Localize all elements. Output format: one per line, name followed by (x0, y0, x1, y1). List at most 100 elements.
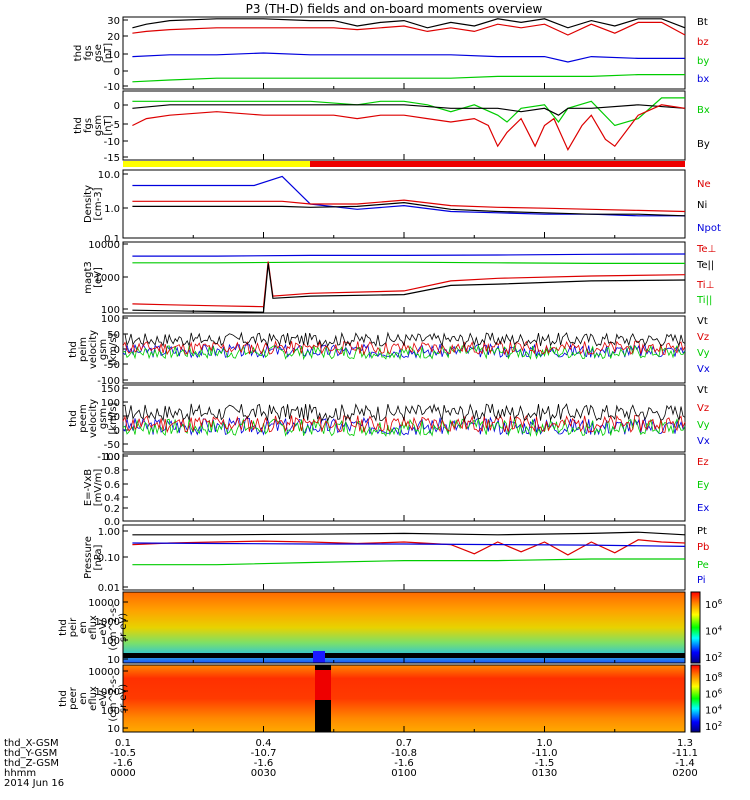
y-tick-label: 10000 (88, 667, 120, 678)
spectrogram-gap-top (315, 665, 331, 670)
colorbar-peer_spectrogram: 108 106 104 102 (690, 664, 723, 733)
y-axis-label: gse (93, 44, 104, 62)
y-axis-label: thd (68, 410, 79, 427)
y-axis-label: [nT] (103, 43, 114, 63)
y-axis-label: [km/s] (108, 333, 119, 365)
panel-peem_velocity: 150 100 50 0 -50-100 thd peem velocity gsm [km/s]… (68, 384, 710, 463)
series-line-by (132, 73, 685, 83)
legend-entry: Bt (697, 17, 708, 28)
y-tick-label: 0.01 (98, 583, 120, 594)
y-tick-label: 0.10 (98, 553, 120, 564)
y-tick-label: 100 (101, 398, 120, 409)
y-tick-label: 50 (107, 412, 120, 423)
y-tick-label: 1000 (95, 273, 120, 284)
time-axis-value: -10.7 (251, 748, 277, 759)
colorbar-tick-label: 104 (705, 625, 723, 638)
velocity-trace-green (122, 344, 686, 361)
y-axis-label: en (78, 621, 89, 634)
time-axis-row-label: thd_Z-GSM (4, 758, 59, 769)
y-axis-label: thd (58, 619, 69, 636)
time-axis-value: -1.6 (254, 758, 274, 769)
y-axis-label: peer (68, 686, 79, 710)
legend-entry: Bz (697, 0, 709, 3)
legend-entry: Ey (697, 480, 709, 491)
series-line-By (132, 104, 686, 116)
legend-entry: Vt (697, 385, 708, 396)
legend-entry: Ex (697, 503, 709, 514)
y-axis-label: eflux (88, 686, 99, 711)
velocity-trace-red (122, 414, 686, 434)
spectrogram-image (123, 592, 685, 663)
y-tick-label: -15 (104, 153, 120, 164)
y-axis-label: velocity (88, 399, 99, 438)
time-axis-value: -10.8 (391, 748, 417, 759)
time-axis-value: 1.0 (537, 738, 553, 749)
y-axis-label: [nT] (103, 115, 114, 135)
y-axis-label: eV/ (98, 690, 109, 707)
time-axis-value: -11.0 (532, 748, 558, 759)
y-tick-label: -50 (104, 440, 120, 451)
velocity-trace-black (122, 403, 686, 423)
y-axis-label: magt3 (83, 261, 94, 294)
panel-efield: 1.0 0.8 0.6 0.40.2 0.0 E=-VxB [mV/m] Ez Ey Ex (83, 452, 709, 528)
y-tick-label: -50 (104, 360, 120, 371)
y-axis-label: E=-VxB (83, 469, 94, 506)
y-axis-label: fgs (83, 118, 94, 133)
y-axis-label: gsm (98, 408, 109, 429)
time-axis-value: -1.4 (675, 758, 695, 769)
y-tick-label: 0 (114, 67, 120, 78)
legend-entry: Ni (697, 200, 707, 211)
status-bar (123, 161, 685, 167)
legend-entry: Ez (697, 457, 709, 468)
y-tick-label: 20 (107, 32, 120, 43)
y-tick-label: 0 (114, 426, 120, 437)
legend-entry: Pt (697, 526, 707, 537)
y-tick-label: 100 (101, 636, 120, 647)
series-line-Ni (132, 201, 686, 217)
spectrogram-image (123, 665, 685, 732)
y-tick-label: 10 (107, 655, 120, 666)
time-axis-row-label: hhmm (4, 768, 36, 779)
y-axis-label: [eV] (93, 267, 104, 288)
y-tick-label: 0.0 (104, 517, 120, 528)
y-tick-label: 0.8 (104, 466, 120, 477)
y-axis-label: eV/ (98, 619, 109, 636)
time-axis-value: 0.7 (396, 738, 412, 749)
y-axis-label: peim (78, 337, 89, 362)
legend-entry: Pi (697, 575, 706, 586)
y-axis-label: Pressure (83, 536, 94, 579)
y-tick-label: 0.2 (104, 504, 120, 515)
legend-entry: Te⊥ (696, 244, 716, 255)
y-tick-label: 1000 (95, 687, 120, 698)
y-axis-label: (cm^2-s- (108, 675, 119, 722)
colorbar-tick-label: 108 (705, 671, 722, 684)
y-axis-label: Density (83, 185, 94, 223)
y-axis-label: gsm (98, 339, 109, 360)
legend-entry: bz (697, 37, 709, 48)
panel-frame (122, 241, 686, 314)
y-tick-label: 10000 (88, 598, 120, 609)
y-axis-label: [cm-3] (93, 187, 104, 220)
time-axis-row-label: thd_X-GSM (4, 738, 59, 749)
y-tick-label: 1.0 (104, 452, 120, 463)
y-tick-label: -10 (104, 82, 120, 93)
time-axis-value: 0130 (532, 768, 557, 779)
y-tick-label: 0.6 (104, 480, 120, 491)
colorbar (690, 591, 701, 664)
panel-pressure: 1.00 0.10 0.01 Pressure [nPa] Pt Pb Pe Pi (83, 524, 709, 594)
series-line-bx (132, 52, 685, 63)
series-line-Bz (132, 104, 686, 152)
spectrogram-low-energy-band (123, 653, 685, 658)
status-bar-red (310, 161, 685, 167)
legend-entry: Ti|| (696, 295, 712, 306)
time-axis-value: 0000 (110, 768, 135, 779)
legend-entry: bx (697, 74, 709, 85)
series-line-Ti⊥ (132, 253, 686, 257)
status-bar-yellow (123, 161, 310, 167)
y-axis-label: peir (68, 617, 79, 637)
panel-fgs_gse: 30 20 10 0 -10 thd fgs gse [nT] Bt bz by bx (73, 16, 709, 93)
series-line-Ne (132, 199, 686, 213)
y-tick-label: 1000 (95, 617, 120, 628)
